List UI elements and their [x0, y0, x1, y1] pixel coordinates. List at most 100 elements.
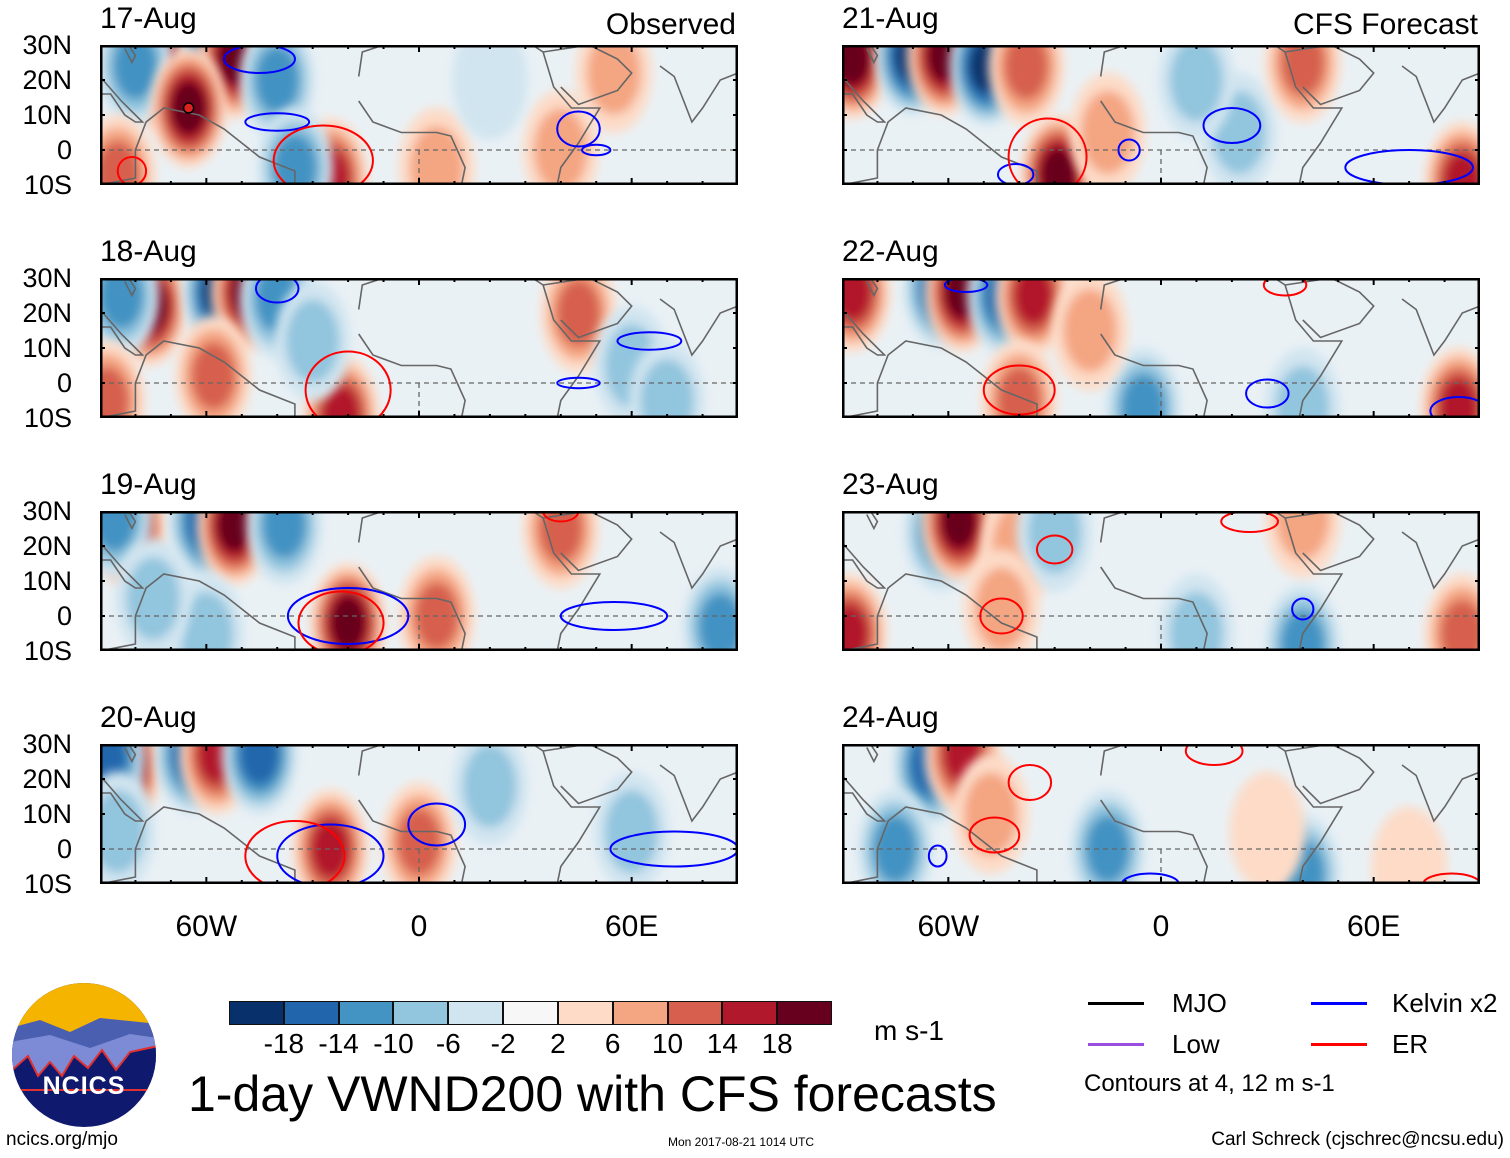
lon-label: 60E [1346, 910, 1401, 943]
lat-label: 10N [22, 100, 72, 130]
coastline [842, 573, 1038, 651]
lat-label: 0 [56, 368, 72, 398]
contour-kelvin-x2 [616, 331, 683, 351]
map-panel-17-Aug [100, 45, 738, 185]
anomaly-level [1014, 278, 1053, 325]
contour-kelvin-x2 [1121, 872, 1180, 884]
legend-label-er: ER [1392, 1029, 1429, 1059]
coastline [659, 744, 738, 823]
contour-legend: MJO Kelvin x2 Low ER Contours at 4, 12 m… [1080, 985, 1510, 1097]
anomaly-8 [398, 107, 475, 185]
anomaly-level [272, 133, 317, 185]
anomaly-5 [310, 563, 387, 651]
lat-label: 30N [22, 729, 72, 759]
contour-kelvin-x2 [1202, 107, 1262, 144]
anomaly-5 [292, 789, 369, 884]
anomaly-11 [451, 45, 528, 140]
coastline [1099, 511, 1344, 651]
coastline [866, 511, 879, 531]
map-panel-19-Aug [100, 511, 738, 651]
column-label-0: Observed [605, 8, 736, 41]
map-svg-22-Aug [842, 278, 1480, 418]
timestamp: Mon 2017-08-21 1014 UTC [668, 1135, 815, 1149]
anomaly-2 [952, 754, 1029, 874]
coastline [124, 278, 137, 298]
lat-label: 0 [56, 135, 72, 165]
anomaly-level [100, 789, 145, 874]
contour-er [244, 820, 346, 884]
coastline [357, 45, 602, 185]
anomaly-level [997, 366, 1042, 418]
contour-er [1220, 511, 1279, 533]
coastline [100, 806, 296, 884]
map-panel-18-Aug [100, 278, 738, 418]
coastline [659, 511, 738, 590]
contour-kelvin-x2 [1344, 149, 1474, 185]
website-link[interactable]: ncics.org/mjo [6, 1129, 118, 1150]
anomaly-2 [920, 511, 997, 582]
anomaly-level [1275, 511, 1330, 560]
anomaly-7 [1229, 771, 1306, 884]
lat-label: 30N [22, 263, 72, 293]
legend-label-low: Low [1172, 1029, 1220, 1059]
anomaly-level [451, 45, 528, 140]
contour-kelvin-x2 [581, 143, 612, 157]
contour-er [1007, 764, 1053, 801]
anomaly-level [255, 46, 300, 114]
anomaly-7 [274, 281, 351, 401]
colorbar-swatch [393, 1001, 449, 1025]
anomaly-8 [1424, 573, 1480, 651]
anomaly-3 [196, 511, 273, 585]
contour-kelvin-x2 [1429, 396, 1480, 418]
contour-er [1007, 117, 1088, 185]
colorbar-tick-label: 6 [604, 1028, 621, 1059]
anomaly-0 [842, 278, 891, 352]
coastline [842, 340, 1038, 418]
contour-kelvin-x2 [943, 278, 989, 293]
anomaly-4 [246, 511, 323, 585]
coastline [542, 45, 633, 106]
anomaly-level [409, 125, 464, 185]
anomaly-level [1439, 378, 1479, 418]
author-credit: Carl Schreck (cjschrec@ncsu.edu) [1211, 1129, 1504, 1150]
map-panel-21-Aug [842, 45, 1480, 185]
lat-label: 30N [22, 496, 72, 526]
coastline [100, 573, 296, 651]
anomaly-level [100, 511, 137, 552]
coastline [1284, 511, 1375, 572]
contour-er [304, 350, 392, 418]
anomaly-level [1004, 45, 1049, 100]
anomaly-level [240, 744, 279, 784]
map-svg-23-Aug [842, 511, 1480, 651]
coastline [100, 340, 296, 418]
anomaly-level [1442, 152, 1480, 185]
colorbar-tick-label: -18 [263, 1028, 305, 1059]
legend-line-er [1311, 1043, 1367, 1046]
anomaly-level [262, 511, 307, 559]
legend-line-low [1088, 1043, 1144, 1046]
anomaly-9 [593, 771, 670, 884]
anomaly-level [311, 819, 350, 879]
colorbar-swatch [722, 1001, 778, 1025]
coastline [124, 45, 137, 65]
column-label-1: CFS Forecast [1292, 8, 1478, 41]
contour-er [1422, 872, 1480, 884]
anomaly-level [640, 358, 694, 418]
colorbar-tick-label: 2 [550, 1028, 566, 1059]
anomaly-8 [451, 744, 528, 846]
coastline [1099, 45, 1344, 185]
lat-label: 10S [23, 636, 72, 666]
contour-kelvin-x2 [609, 830, 738, 868]
contour-kelvin-x2 [1117, 138, 1141, 162]
anomaly-10 [100, 340, 146, 418]
anomaly-level [1081, 90, 1135, 175]
panel-date-24-Aug: 24-Aug [842, 701, 939, 734]
map-svg-24-Aug [842, 744, 1480, 884]
panel-date-18-Aug: 18-Aug [100, 235, 197, 268]
coastline [542, 744, 633, 805]
panel-date-20-Aug: 20-Aug [100, 701, 197, 734]
anomaly-level [538, 511, 583, 563]
contour-er [272, 124, 374, 185]
anomaly-6 [381, 782, 457, 884]
coastline [357, 744, 602, 884]
